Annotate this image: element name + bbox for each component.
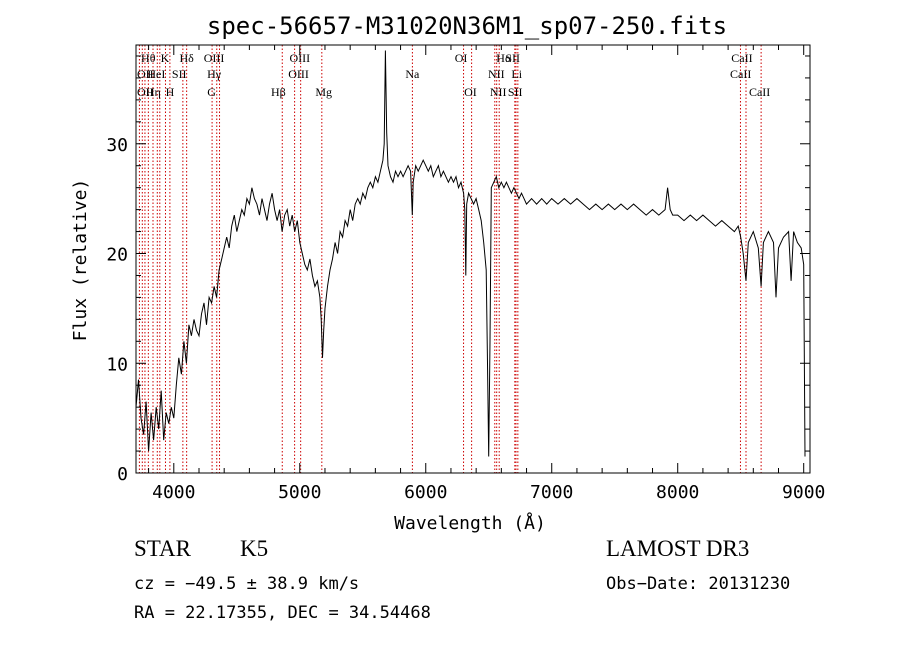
x-tick-label: 7000 [530,482,573,503]
line-label: Hβ [271,85,286,99]
line-label: Na [405,67,420,81]
line-label: Hθ [141,51,156,65]
line-label: CaII [731,51,752,65]
spectrum-series-line [135,50,806,457]
x-tick-label: 9000 [782,482,825,503]
coordinates-readout: RA = 22.17355, DEC = 34.54468 [134,603,431,623]
emission-line-markers [138,45,762,473]
chart-title: spec-56657-M31020N36M1_sp07-250.fits [207,12,727,40]
line-label: NII [490,85,507,99]
line-label: OII [137,85,154,99]
y-tick-label: 20 [106,245,128,266]
line-label: NII [488,67,505,81]
line-label: G [207,85,216,99]
line-label: K [161,51,170,65]
x-tick-label: 4000 [152,482,195,503]
survey-label: LAMOST DR3 [606,536,750,561]
x-tick-label: 6000 [404,482,447,503]
line-label: Hδ [179,51,194,65]
plot-frame [135,44,811,474]
line-label: H [166,85,175,99]
y-tick-label: 30 [106,135,128,156]
obs-date-readout: Obs−Date: 20131230 [606,574,791,594]
line-label: SII [508,85,523,99]
line-label: Hγ [207,67,222,81]
line-label: OII [137,67,154,81]
line-label: OIII [288,67,309,81]
x-axis-label: Wavelength (Å) [394,512,546,534]
line-label: Li [511,67,522,81]
axis-ticks: 4000 5000 6000 7000 8000 9000 0 10 20 30 [106,45,825,503]
line-label: OIII [289,51,310,65]
line-label: CaII [749,85,770,99]
line-label: OI [464,85,477,99]
line-label: Mg [315,85,332,99]
line-label: CaII [730,67,751,81]
y-tick-label: 0 [117,464,128,485]
subclass-label: K5 [240,536,269,561]
redshift-readout: cz = −49.5 ± 38.9 km/s [134,574,360,594]
y-tick-label: 10 [106,354,128,375]
line-label: OIII [204,51,225,65]
line-label: OI [455,51,468,65]
y-axis-label: Flux (relative) [70,179,91,342]
line-label: Hα [496,51,512,65]
x-tick-label: 8000 [656,482,699,503]
line-label: SII [172,67,187,81]
x-tick-label: 5000 [278,482,321,503]
object-type-label: STAR [134,536,191,561]
line-label: SII [505,51,520,65]
line-label: Hη [146,85,161,99]
line-label: HeI [147,67,165,81]
